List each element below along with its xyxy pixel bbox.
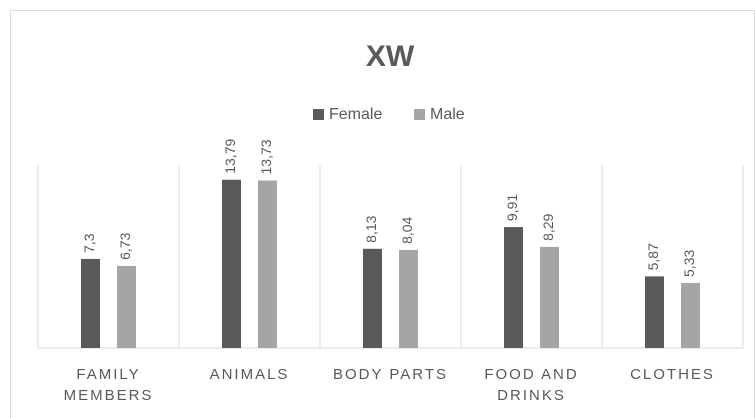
x-tick-label: FOOD AND DRINKS (484, 366, 579, 404)
bar (645, 276, 664, 348)
data-label: 13,79 (222, 139, 238, 174)
bar (681, 282, 700, 348)
bar (399, 249, 418, 348)
data-label: 5,33 (681, 250, 697, 277)
bar (81, 258, 100, 348)
data-label: 13,73 (258, 139, 274, 174)
chart-frame (10, 10, 755, 418)
data-label: 5,87 (645, 243, 661, 270)
bar (222, 179, 241, 348)
bar (363, 248, 382, 348)
data-label: 6,73 (117, 232, 133, 259)
x-tick-label: FAMILY MEMBERS (63, 366, 154, 404)
bar (504, 227, 523, 348)
x-tick-label: BODY PARTS (332, 366, 449, 383)
bar (117, 265, 136, 348)
bar (540, 246, 559, 348)
chart-title: XW (366, 40, 415, 73)
data-label: 8,13 (363, 215, 379, 242)
legend-label: Female (329, 106, 382, 123)
data-label: 8,29 (540, 213, 556, 240)
data-label: 9,91 (504, 194, 520, 221)
legend-swatch (313, 109, 324, 120)
x-tick-label: CLOTHES (630, 366, 715, 383)
data-label: 7,3 (81, 233, 97, 253)
legend-swatch (414, 109, 425, 120)
x-tick-label: ANIMALS (209, 366, 290, 383)
data-label: 8,04 (399, 216, 415, 243)
legend-label: Male (430, 106, 465, 123)
bar (258, 180, 277, 348)
